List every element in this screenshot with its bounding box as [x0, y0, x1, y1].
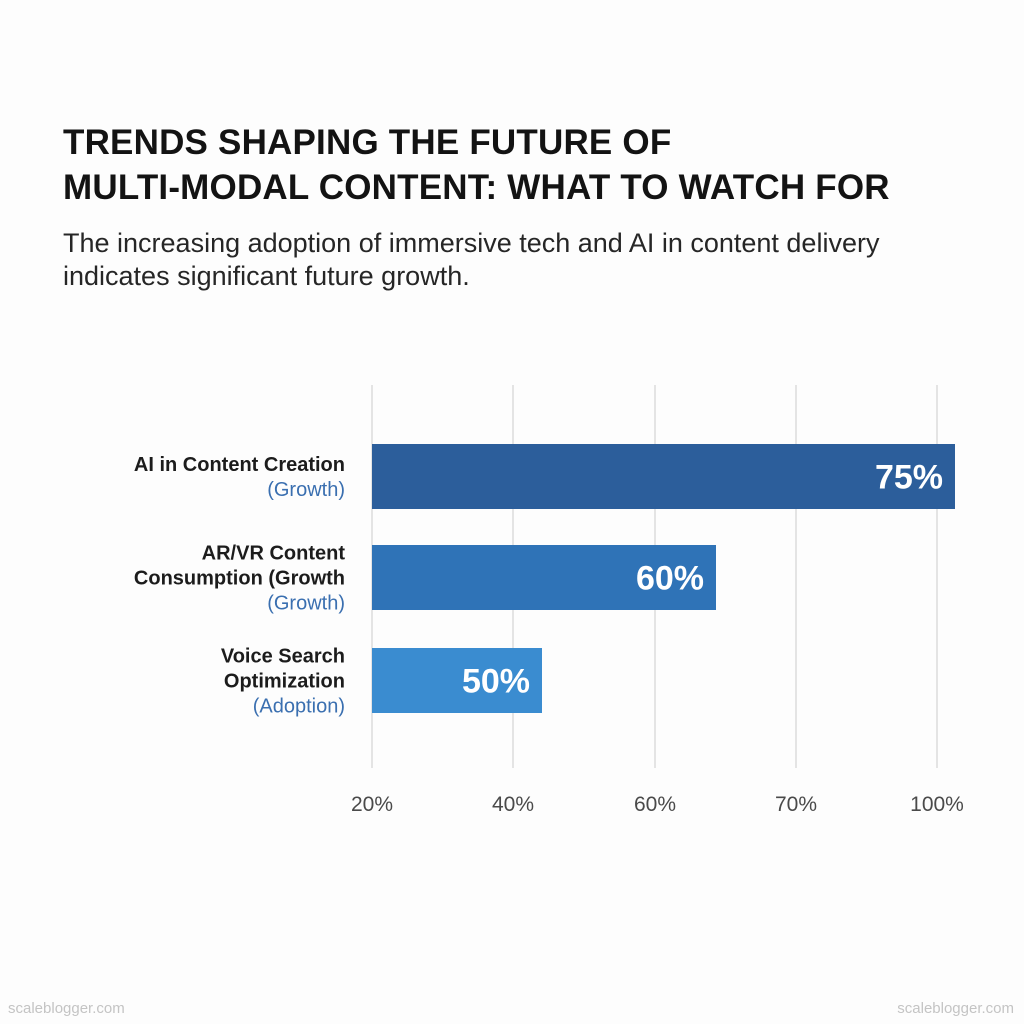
category-label-1: AI in Content Creation (Growth) — [134, 454, 345, 501]
x-tick-label-2: 40% — [492, 793, 534, 816]
watermark-left: scaleblogger.com — [8, 1000, 125, 1017]
bar-1 — [372, 444, 955, 509]
bar-value-label-3: 50% — [462, 663, 530, 701]
category-label-3-line-2: Optimization — [224, 671, 345, 693]
x-tick-label-3: 60% — [634, 793, 676, 816]
bar-value-label-1: 75% — [875, 459, 943, 497]
x-tick-label-4: 70% — [775, 793, 817, 816]
category-label-3-line-3: (Adoption) — [253, 696, 345, 718]
chart-subtitle-line-1: The increasing adoption of immersive tec… — [63, 228, 880, 258]
category-label-2-line-3: (Growth) — [267, 593, 345, 615]
category-label-3: Voice Search Optimization (Adoption) — [221, 646, 345, 718]
watermark-right: scaleblogger.com — [897, 1000, 1014, 1017]
category-label-2: AR/VR Content Consumption (Growth (Growth) — [134, 543, 345, 615]
category-label-2-line-1: AR/VR Content — [202, 543, 346, 565]
bar-value-label-2: 60% — [636, 560, 704, 598]
x-tick-label-5: 100% — [910, 793, 964, 816]
chart-title: TRENDS SHAPING THE FUTURE OF MULTI-MODAL… — [63, 120, 890, 210]
bar-2 — [372, 545, 716, 610]
category-label-1-line-2: (Growth) — [267, 479, 345, 501]
bar-3 — [372, 648, 542, 713]
chart-subtitle-line-2: indicates significant future growth. — [63, 261, 470, 291]
category-label-2-line-2: Consumption (Growth — [134, 568, 345, 590]
x-tick-label-1: 20% — [351, 793, 393, 816]
category-label-1-line-1: AI in Content Creation — [134, 454, 345, 476]
chart-subtitle: The increasing adoption of immersive tec… — [63, 227, 879, 293]
chart-title-line-2: MULTI-MODAL CONTENT: WHAT TO WATCH FOR — [63, 168, 890, 207]
category-label-3-line-1: Voice Search — [221, 646, 345, 668]
chart-title-line-1: TRENDS SHAPING THE FUTURE OF — [63, 123, 672, 162]
